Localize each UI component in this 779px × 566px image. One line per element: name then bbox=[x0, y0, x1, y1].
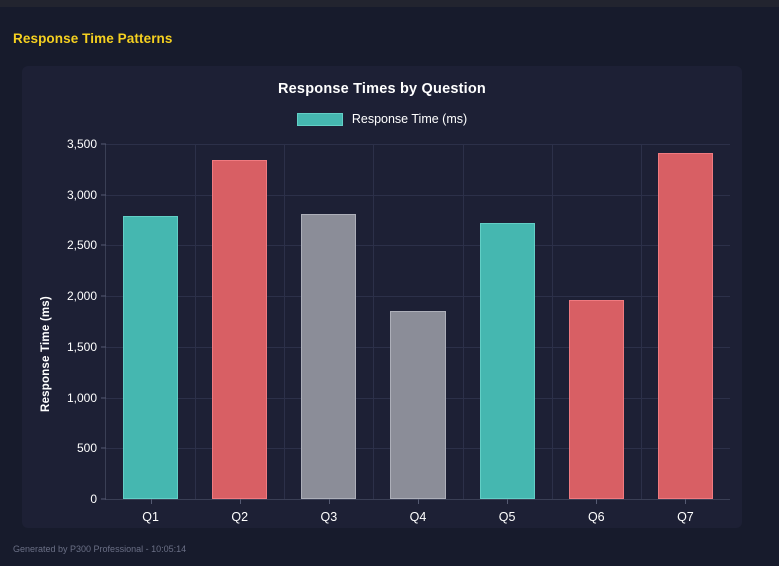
footer-note: Generated by P300 Professional - 10:05:1… bbox=[13, 544, 187, 554]
x-tick-mark bbox=[150, 499, 152, 504]
y-tick-label: 1,500 bbox=[66, 339, 97, 354]
category-separator bbox=[640, 144, 642, 499]
category-separator bbox=[195, 144, 197, 499]
x-tick-label-q4: Q4 bbox=[409, 510, 427, 524]
category-separator bbox=[284, 144, 286, 499]
y-tick-mark bbox=[101, 447, 106, 449]
category-separator bbox=[462, 144, 464, 499]
gridline bbox=[106, 296, 730, 298]
x-tick-mark bbox=[596, 499, 598, 504]
gridline bbox=[106, 194, 730, 196]
chart-legend: Response Time (ms) bbox=[22, 112, 742, 126]
x-tick-label-q7: Q7 bbox=[677, 510, 694, 524]
y-tick-mark bbox=[101, 498, 106, 500]
x-tick-mark bbox=[328, 499, 330, 504]
y-tick-label: 1,000 bbox=[66, 390, 97, 405]
plot-wrapper: Response Time (ms) 0 500 1,000 1,500 2,000 2,… bbox=[22, 66, 742, 528]
y-tick-mark bbox=[101, 143, 106, 145]
y-axis-title: Response Time (ms) bbox=[40, 296, 52, 412]
gridline bbox=[106, 144, 730, 145]
bar-q2[interactable] bbox=[212, 160, 268, 499]
legend-swatch-response-time bbox=[296, 112, 343, 126]
chart-title: Response Times by Question bbox=[278, 81, 486, 97]
window-top-strip bbox=[0, 0, 779, 7]
y-tick-mark bbox=[101, 244, 106, 246]
chart-panel: Response Times by Question Response Time… bbox=[22, 66, 742, 528]
y-tick-mark bbox=[101, 346, 106, 348]
category-separator bbox=[551, 144, 553, 499]
legend-label-response-time: Response Time (ms) bbox=[351, 112, 468, 126]
bar-q7[interactable] bbox=[657, 153, 714, 499]
y-tick-label: 2,000 bbox=[66, 289, 97, 304]
y-tick-mark bbox=[101, 194, 106, 196]
bar-q6[interactable] bbox=[568, 299, 624, 499]
x-tick-mark bbox=[239, 499, 241, 504]
category-separator bbox=[373, 144, 375, 499]
y-tick-label: 0 bbox=[90, 492, 97, 506]
y-tick-mark bbox=[101, 397, 106, 399]
y-tick-label: 3,500 bbox=[66, 137, 97, 151]
y-tick-mark bbox=[101, 295, 106, 297]
x-tick-label-q1: Q1 bbox=[142, 510, 159, 524]
plot-area: 0 500 1,000 1,500 2,000 2,500 3,000 3,500 Q1 Q2 Q3… bbox=[67, 137, 730, 524]
page-title: Response Time Patterns bbox=[13, 31, 173, 46]
x-tick-mark bbox=[685, 499, 687, 504]
x-tick-label-q5: Q5 bbox=[498, 510, 516, 524]
bar-q1[interactable] bbox=[122, 215, 179, 499]
y-tick-label: 3,000 bbox=[66, 187, 97, 202]
y-tick-label: 500 bbox=[76, 441, 97, 456]
x-tick-mark bbox=[418, 499, 419, 504]
bar-q4[interactable] bbox=[390, 310, 446, 499]
x-tick-label-q3: Q3 bbox=[320, 510, 338, 524]
x-tick-mark bbox=[507, 499, 509, 504]
gridline bbox=[106, 245, 730, 247]
bar-q3[interactable] bbox=[301, 214, 357, 499]
x-tick-label-q6: Q6 bbox=[587, 510, 605, 524]
y-tick-label: 2,500 bbox=[66, 238, 97, 253]
x-tick-label-q2: Q2 bbox=[231, 510, 249, 524]
bar-q5[interactable] bbox=[479, 222, 535, 499]
